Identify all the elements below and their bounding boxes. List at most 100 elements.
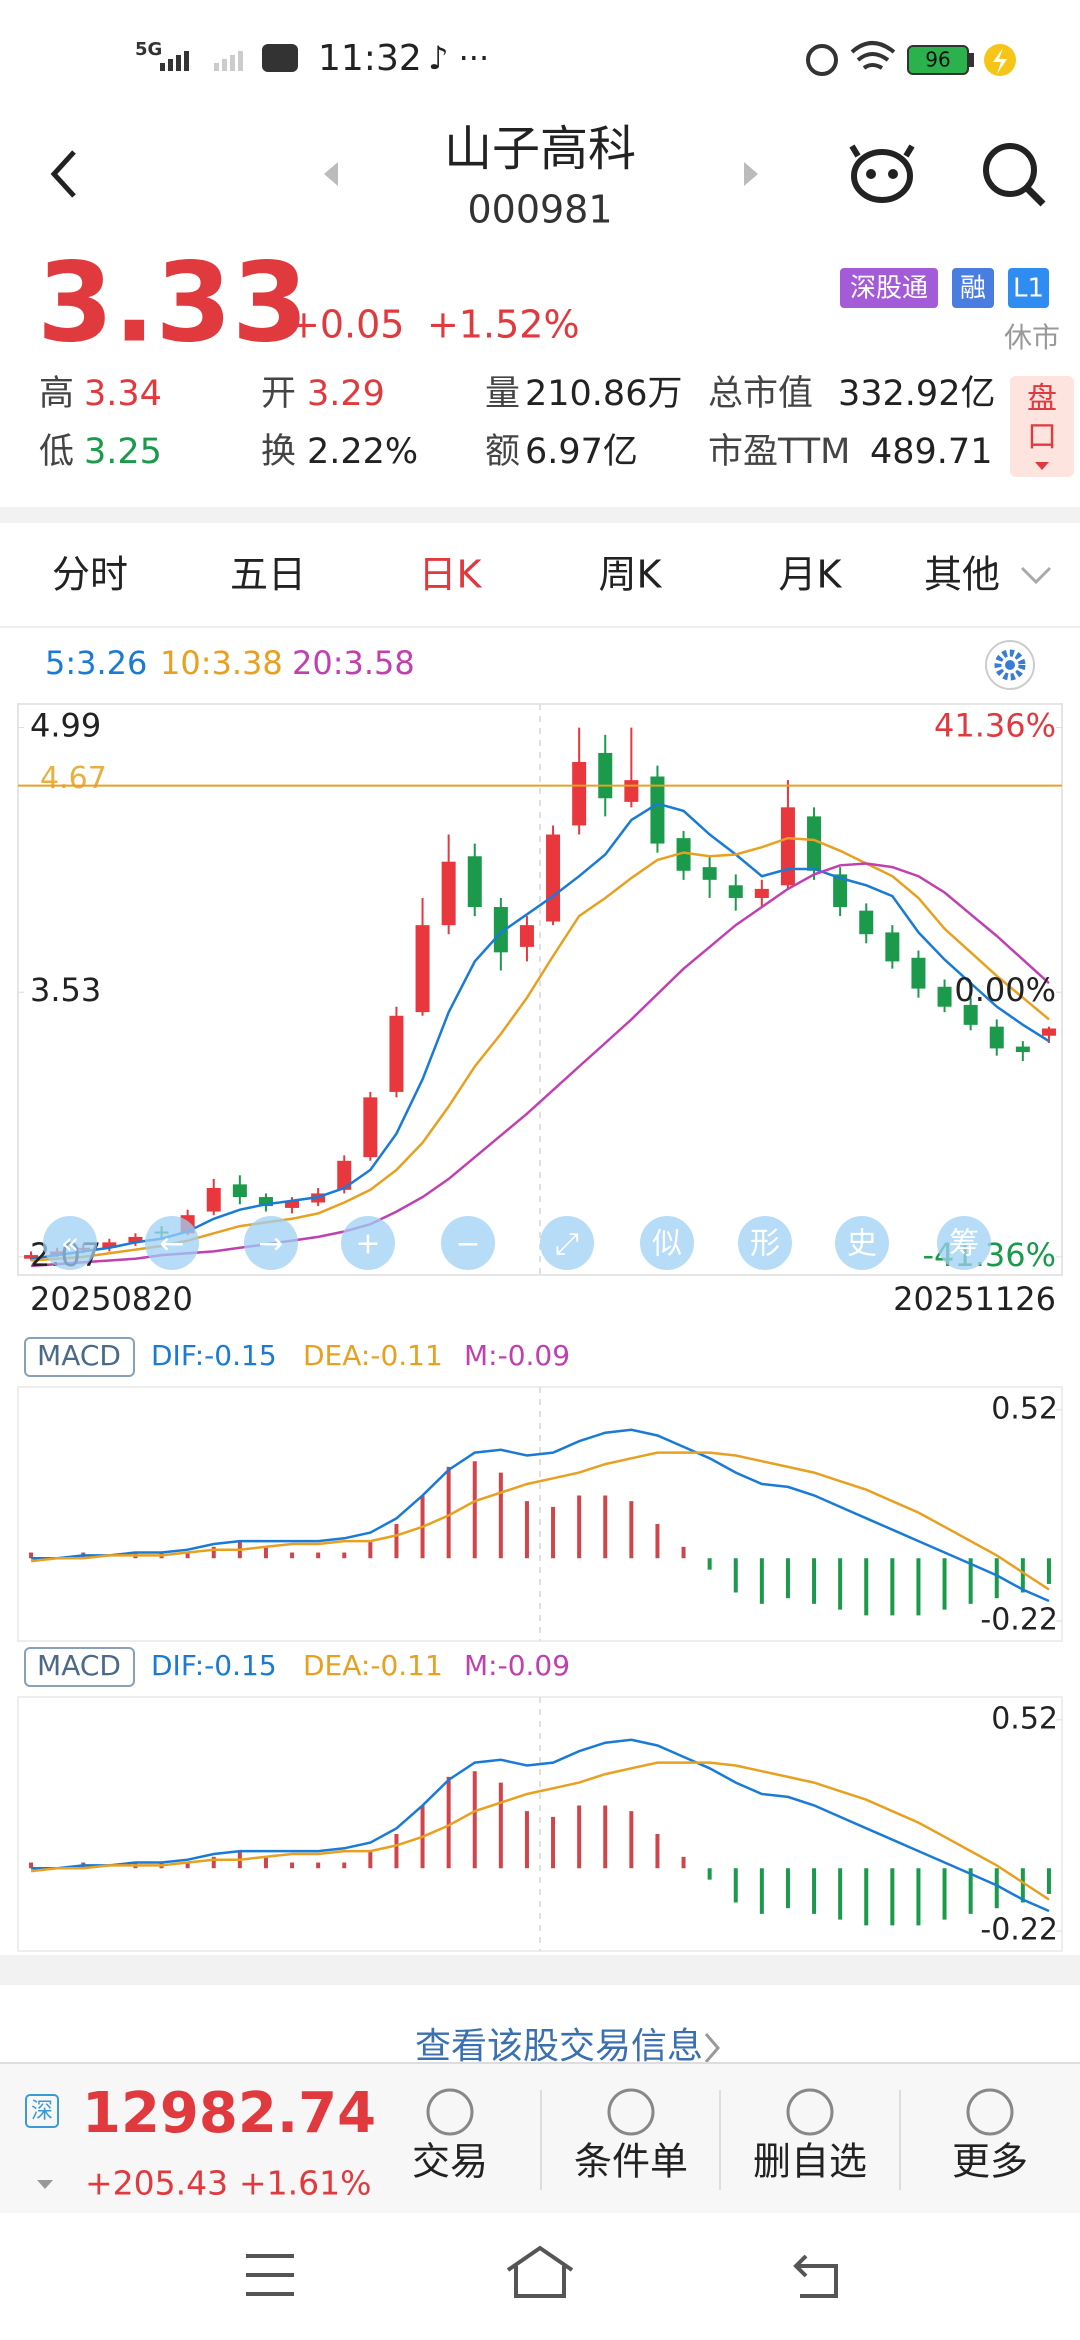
y-tick-label: 3.53 <box>30 971 101 1009</box>
stat-value: 3.29 <box>307 374 385 414</box>
candle-body <box>780 807 795 886</box>
date-label: 20251126 <box>893 1280 1056 1318</box>
legend-entry: DEA:-0.11 <box>303 1649 443 1682</box>
stat-label: 量 <box>485 374 520 414</box>
candle-body <box>389 1015 404 1092</box>
action-label[interactable]: 条件单 <box>574 2140 688 2184</box>
badge-label: 融 <box>960 274 986 304</box>
badge <box>840 268 938 308</box>
nav-back[interactable] <box>793 2254 838 2298</box>
candle-body <box>911 957 926 989</box>
tab[interactable]: 五日 <box>230 553 306 597</box>
indicator-box <box>24 1647 135 1687</box>
indicator-line <box>30 1451 1050 1591</box>
battery-level: 96 <box>925 48 950 72</box>
stat-label: 高 <box>39 374 74 414</box>
candle-body <box>24 1255 39 1259</box>
candle-body <box>546 834 561 922</box>
action-label[interactable]: 删自选 <box>753 2140 867 2184</box>
tab[interactable]: 其他 <box>924 553 1000 597</box>
action-label[interactable]: 交易 <box>412 2140 488 2184</box>
badge-label: L1 <box>1013 274 1044 304</box>
toolbar-label: 筹 <box>949 1227 979 1262</box>
moving-average-line <box>30 802 1050 1260</box>
toolbar-button[interactable] <box>738 1216 792 1270</box>
price-change: +0.05 <box>288 303 404 347</box>
toolbar-button[interactable] <box>43 1216 97 1270</box>
candle-body <box>702 867 717 880</box>
candle-body <box>572 762 587 826</box>
action-label[interactable]: 更多 <box>952 2140 1028 2184</box>
clock: 11:32 <box>318 38 422 79</box>
toolbar-button[interactable] <box>937 1216 991 1270</box>
indicator-title[interactable]: MACD <box>37 1339 121 1372</box>
y-tick-label: 4.99 <box>30 707 101 745</box>
stat-label: 换 <box>261 432 296 472</box>
robot-button[interactable] <box>849 144 915 203</box>
nav-menu[interactable] <box>246 2254 294 2296</box>
y2-tick-label: 41.36% <box>934 707 1056 745</box>
stock-name: 山子高科 <box>444 121 636 177</box>
action-icon <box>607 2088 655 2136</box>
stat-label: 开 <box>261 374 296 414</box>
index-change: +205.43 <box>85 2164 228 2203</box>
candle-body <box>128 1236 143 1243</box>
stat-value: 6.97亿 <box>525 432 638 472</box>
back-button[interactable] <box>50 150 76 198</box>
tab[interactable]: 日K <box>419 553 483 597</box>
candle-body <box>285 1200 300 1208</box>
legend-entry: DIF:-0.15 <box>151 1339 277 1372</box>
badge-label: 深股通 <box>850 274 928 304</box>
stat-value: 3.25 <box>84 432 162 472</box>
tab[interactable]: 分时 <box>52 553 128 597</box>
y-tick-label: 0.52 <box>991 1391 1058 1426</box>
info-link-arrow <box>704 2033 720 2063</box>
candle-body <box>885 932 900 962</box>
toolbar-label: 形 <box>750 1227 780 1262</box>
legend-entry: 5:3.26 <box>45 644 147 682</box>
toolbar-button[interactable] <box>640 1216 694 1270</box>
chart-toolbar: « ← → + − ⤢ 似 形 史 筹 <box>43 1216 991 1270</box>
status-right-icons <box>806 41 1016 76</box>
search-button[interactable] <box>983 143 1046 207</box>
tabs: 分时 五日 日K 周K 月K 其他 <box>52 553 1000 597</box>
stat-value: 489.71 <box>870 432 992 472</box>
order-book-label: 盘 <box>1027 382 1057 417</box>
tab[interactable]: 月K <box>779 553 843 597</box>
toolbar-button[interactable] <box>441 1216 495 1270</box>
candle-body <box>441 861 456 926</box>
badge <box>952 268 994 308</box>
status-icons: ♪ ··· <box>428 39 489 77</box>
action-icon <box>426 2088 474 2136</box>
prev-stock[interactable] <box>324 162 338 186</box>
candle-body <box>206 1187 221 1212</box>
actions: 交易 条件单 删自选 更多 <box>412 2088 1028 2190</box>
nav-home[interactable] <box>506 2245 574 2298</box>
y-tick-label: 0.52 <box>991 1701 1058 1736</box>
next-stock[interactable] <box>744 162 758 186</box>
market-status: 休市 <box>1004 321 1060 354</box>
indicator-title[interactable]: MACD <box>37 1649 121 1682</box>
action-icon <box>966 2088 1014 2136</box>
order-book-button[interactable] <box>1010 376 1074 477</box>
toolbar-button[interactable] <box>341 1216 395 1270</box>
toolbar-button[interactable] <box>244 1216 298 1270</box>
toolbar-button[interactable] <box>145 1216 199 1270</box>
info-link[interactable]: 查看该股交易信息 <box>415 2026 703 2067</box>
toolbar-button[interactable] <box>540 1216 594 1270</box>
settings-button[interactable] <box>985 640 1035 690</box>
candle-body <box>1041 1028 1056 1036</box>
candle-body <box>493 907 508 953</box>
toolbar-button[interactable] <box>835 1216 889 1270</box>
candle-body <box>258 1197 273 1207</box>
signal-icon <box>160 44 298 72</box>
moving-average-line <box>31 836 1050 1262</box>
stat-label: 总市值 <box>708 374 813 414</box>
candle-body <box>624 780 639 802</box>
separator <box>0 507 1080 523</box>
tab[interactable]: 周K <box>599 553 663 597</box>
legend-entry: M:-0.09 <box>464 1339 570 1372</box>
candle-body <box>963 1004 978 1025</box>
